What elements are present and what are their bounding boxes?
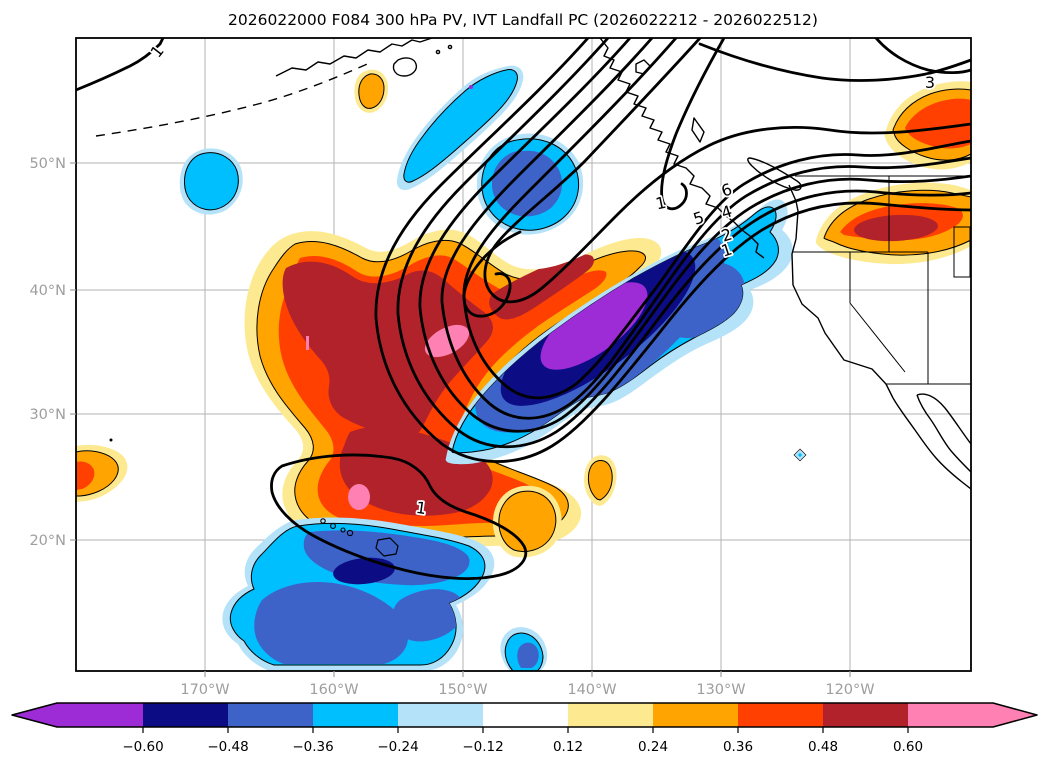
lat-tick-20n: 20°N	[29, 533, 66, 549]
colorbar-cell-5	[483, 703, 568, 727]
shaded-correlation-regions	[76, 65, 971, 671]
cb-label-6: 0.24	[638, 739, 668, 755]
colorbar-cell-2	[228, 703, 313, 727]
lon-tick-170w: 170°W	[180, 682, 229, 698]
lat-tick-40n: 40°N	[29, 283, 66, 299]
cb-label-1: −0.48	[207, 739, 248, 755]
region-top-center-negative	[396, 65, 524, 190]
pv-contour-inner-spiral	[462, 230, 522, 318]
pv-contour-6	[483, 38, 971, 304]
region-left-edge-positive	[76, 444, 128, 502]
colorbar-cell-4	[398, 703, 483, 727]
contour-label-1-hook: 1	[654, 193, 668, 214]
colorbar-tick-labels: −0.60 −0.48 −0.36 −0.24 −0.12 0.12 0.24 …	[122, 739, 923, 755]
pv-contour-5	[462, 38, 971, 400]
pv-contour-4	[440, 38, 971, 420]
lon-tick-150w: 150°W	[438, 682, 487, 698]
contour-label-5: 5	[691, 207, 707, 228]
cb-label-3: −0.24	[377, 739, 418, 755]
contour-label-1-nw: 1	[147, 42, 168, 62]
state-borders	[792, 175, 971, 385]
region-hawaii-negative	[222, 517, 495, 671]
contour-label-3: 3	[925, 73, 935, 92]
region-south-small-positive-2	[492, 485, 562, 558]
region-gulf-of-alaska-negative	[476, 133, 584, 235]
lon-tick-140w: 140°W	[567, 682, 616, 698]
plot-title: 2026022000 F084 300 hPa PV, IVT Landfall…	[228, 11, 818, 29]
region-tiny-negative-diamond	[793, 448, 807, 462]
small-island-dot	[109, 438, 113, 442]
colorbar-cell-3	[313, 703, 398, 727]
contour-label-1-hawaii: 1	[415, 498, 428, 518]
pv-contour-hook	[660, 38, 726, 211]
colorbar-cell-above	[908, 703, 1037, 727]
cb-label-7: 0.36	[723, 739, 753, 755]
colorbar-cell-7	[653, 703, 738, 727]
pv-contour-3	[418, 38, 971, 433]
lat-tick-30n: 30°N	[29, 407, 66, 423]
lon-tick-130w: 130°W	[696, 682, 745, 698]
region-south-small-positive-1	[584, 455, 617, 506]
region-south-small-negative	[500, 627, 548, 671]
region-top-right-positive	[884, 81, 971, 170]
colorbar-cell-8	[738, 703, 823, 727]
colorbar-cell-below	[12, 703, 143, 727]
lat-axis-labels: 50°N 40°N 30°N 20°N	[29, 156, 66, 549]
lat-tick-50n: 50°N	[29, 156, 66, 172]
colorbar-cell-6	[568, 703, 653, 727]
pv-contour-3-top-b	[874, 38, 971, 75]
colorbar-cell-1	[143, 703, 228, 727]
hawaii-islands	[320, 518, 399, 557]
map-content: 1 3 1 6 5 4 2 1 1	[76, 38, 971, 671]
lon-tick-120w: 120°W	[825, 682, 874, 698]
pv-contours	[76, 38, 971, 580]
pv-contour-3-top-a	[698, 42, 971, 82]
cb-label-5: 0.12	[553, 739, 583, 755]
region-top-small-positive	[354, 69, 389, 113]
pv-contour-1	[374, 38, 971, 463]
cb-label-9: 0.60	[893, 739, 923, 755]
region-aleutian-negative	[179, 148, 243, 215]
axis-ticks	[70, 162, 851, 677]
colorbar-outline	[11, 702, 1038, 728]
lon-axis-labels: 170°W 160°W 150°W 140°W 130°W 120°W	[180, 682, 874, 698]
coastlines	[95, 38, 971, 557]
cb-label-8: 0.48	[808, 739, 838, 755]
cb-label-2: −0.36	[292, 739, 333, 755]
map-frame	[75, 37, 972, 672]
colorbar-tickmarks	[142, 727, 909, 733]
colorbar: −0.60 −0.48 −0.36 −0.24 −0.12 0.12 0.24 …	[11, 702, 1038, 755]
lon-tick-160w: 160°W	[309, 682, 358, 698]
cb-label-4: −0.12	[462, 739, 503, 755]
cb-label-0: −0.60	[122, 739, 163, 755]
pv-contour-nw-corner	[76, 38, 165, 92]
colorbar-cell-9	[823, 703, 908, 727]
pv-contour-hawaii-oval	[270, 453, 527, 580]
pv-contour-2	[396, 38, 971, 449]
